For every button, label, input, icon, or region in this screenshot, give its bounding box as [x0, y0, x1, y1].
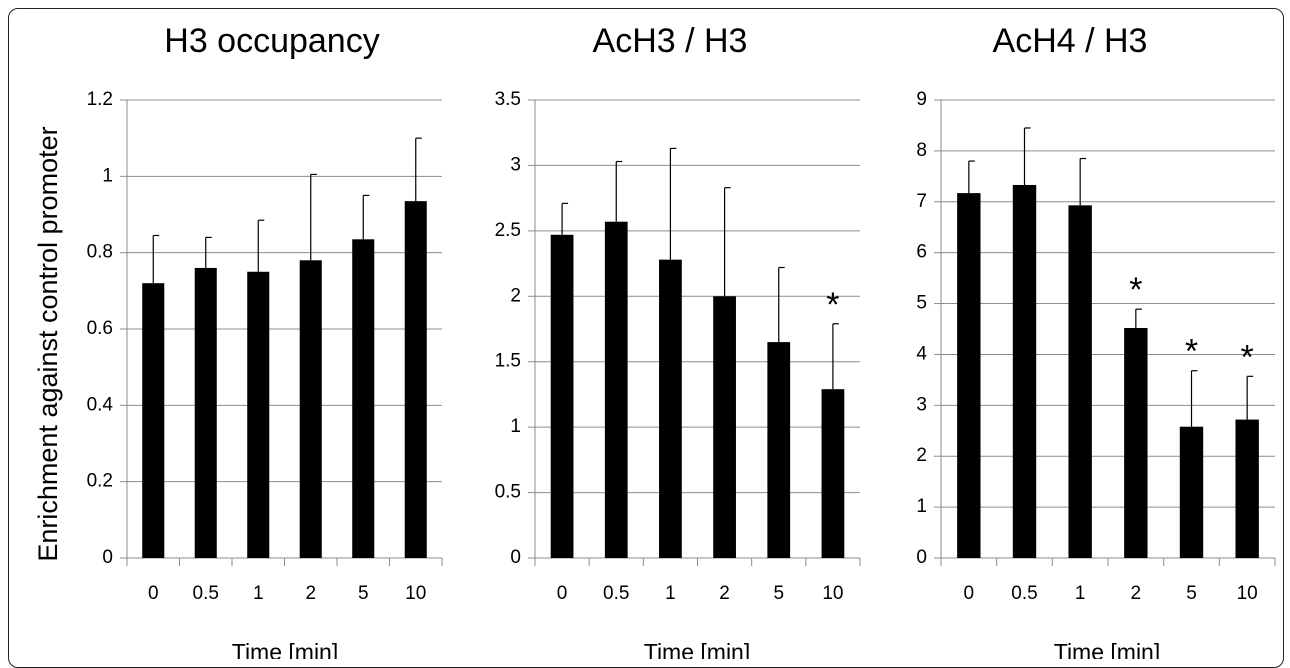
bar [550, 234, 574, 559]
bar [713, 296, 736, 558]
significance-marker: * [826, 286, 839, 324]
x-tick-label: 0.5 [1011, 583, 1037, 604]
x-axis-label: Time [min] [1054, 639, 1161, 659]
y-tick-label: 3 [916, 394, 927, 415]
x-tick-label: 0 [964, 583, 975, 604]
y-tick-label: 4 [916, 343, 927, 364]
bar [1012, 184, 1037, 559]
bar [404, 201, 427, 558]
y-tick-label: 0.4 [87, 394, 114, 415]
y-tick-label: 0.5 [495, 482, 521, 503]
y-tick-label: 1.2 [87, 89, 113, 110]
y-tick-label: 0 [916, 547, 927, 568]
y-tick-label: 8 [916, 140, 927, 161]
bar [194, 267, 217, 558]
y-tick-label: 2 [916, 445, 927, 466]
x-tick-label: 0 [148, 583, 159, 604]
y-tick-label: 9 [916, 89, 927, 110]
chart-title: AcH3 / H3 [593, 22, 748, 60]
x-tick-label: 1 [253, 583, 264, 604]
bar [604, 221, 628, 558]
x-tick-label: 10 [405, 583, 426, 604]
y-tick-label: 0.8 [87, 242, 113, 263]
shared-y-axis-label: Enrichment against control promoter [33, 126, 63, 561]
bar [299, 260, 322, 558]
bar [767, 342, 791, 558]
x-tick-label: 2 [305, 583, 316, 604]
significance-marker: * [1129, 271, 1142, 309]
bar [1235, 419, 1259, 558]
bar [821, 389, 845, 558]
y-tick-label: 1.5 [495, 351, 521, 372]
x-axis-label: Time [min] [232, 639, 339, 659]
chart-panel-ach3-h3: AcH3 / H3 Time [min] 0 0.5 1 1.5 2 2.5 3 3.5 0 0.… [495, 22, 861, 659]
y-tick-label: 6 [916, 242, 927, 263]
x-tick-label: 1 [1075, 583, 1086, 604]
y-tick-label: 2.5 [495, 220, 521, 241]
x-tick-label: 10 [822, 583, 843, 604]
y-tick-label: 7 [916, 191, 927, 212]
chart-title: H3 occupancy [164, 22, 379, 60]
y-tick-label: 3.5 [495, 89, 521, 110]
bar [1124, 327, 1148, 558]
y-tick-label: 1 [102, 165, 113, 186]
y-tick-label: 1 [916, 496, 927, 517]
x-tick-label: 5 [358, 583, 369, 604]
x-tick-label: 5 [773, 583, 784, 604]
y-tick-label: 5 [916, 293, 927, 314]
chart-title: AcH4 / H3 [993, 22, 1148, 60]
bar [142, 283, 165, 558]
significance-marker: * [1241, 338, 1254, 376]
x-tick-label: 0 [557, 583, 568, 604]
y-tick-label: 0 [102, 547, 113, 568]
x-tick-label: 0.5 [193, 583, 219, 604]
bar [247, 271, 270, 558]
bar [957, 193, 981, 559]
bar [1068, 205, 1092, 558]
bar [1179, 426, 1204, 558]
x-tick-label: 2 [1131, 583, 1142, 604]
chart-panel-ach4-h3: AcH4 / H3 Time [min] 0 1 2 3 4 5 6 7 8 9 0 0.5 1 2 * 5 *… [916, 22, 1276, 659]
x-tick-label: 2 [719, 583, 730, 604]
x-tick-label: 1 [665, 583, 676, 604]
y-tick-label: 2 [510, 285, 521, 306]
y-tick-label: 3 [510, 154, 521, 175]
x-axis-label: Time [min] [644, 639, 751, 659]
significance-marker: * [1185, 333, 1198, 371]
x-tick-label: 0.5 [603, 583, 629, 604]
x-tick-label: 10 [1237, 583, 1258, 604]
x-tick-label: 5 [1186, 583, 1197, 604]
y-tick-label: 0.6 [87, 318, 113, 339]
y-tick-label: 0 [510, 547, 521, 568]
bar [352, 239, 375, 558]
y-tick-label: 0.2 [87, 471, 113, 492]
y-tick-label: 1 [510, 416, 521, 437]
chart-panel-h3-occupancy: H3 occupancy Time [min] 0 0.2 0.4 0.6 0.8 1 1.… [87, 22, 443, 659]
bar [659, 259, 682, 558]
